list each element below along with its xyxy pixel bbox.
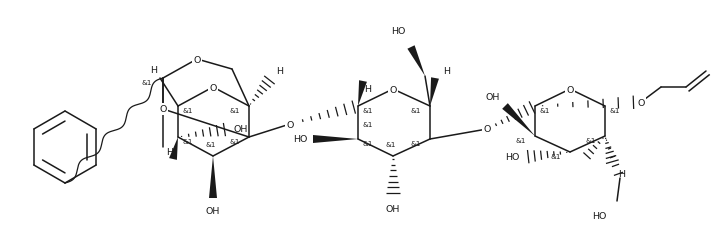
Text: &1: &1 — [411, 140, 421, 146]
Text: O: O — [483, 125, 491, 134]
Text: OH: OH — [233, 125, 247, 134]
Text: &1: &1 — [363, 140, 373, 146]
Text: &1: &1 — [363, 108, 373, 114]
Polygon shape — [430, 78, 439, 106]
Text: H: H — [364, 84, 371, 93]
Text: &1: &1 — [230, 138, 240, 144]
Text: &1: &1 — [183, 138, 193, 144]
Text: HO: HO — [593, 211, 607, 220]
Text: OH: OH — [486, 93, 500, 101]
Text: &1: &1 — [386, 141, 396, 147]
Text: &1: &1 — [551, 153, 561, 159]
Text: O: O — [637, 98, 645, 107]
Text: O: O — [566, 85, 574, 94]
Text: H: H — [150, 66, 157, 75]
Polygon shape — [407, 46, 425, 77]
Polygon shape — [358, 81, 367, 106]
Text: HO: HO — [391, 27, 406, 36]
Text: &1: &1 — [411, 108, 421, 114]
Text: H: H — [167, 147, 173, 156]
Text: &1: &1 — [206, 141, 216, 147]
Text: O: O — [193, 55, 200, 64]
Polygon shape — [502, 104, 535, 136]
Text: OH: OH — [206, 206, 220, 215]
Text: &1: &1 — [363, 121, 373, 128]
Text: &1: &1 — [183, 108, 193, 114]
Text: O: O — [287, 120, 294, 129]
Text: &1: &1 — [540, 108, 550, 114]
Text: H: H — [618, 169, 625, 178]
Text: &1: &1 — [515, 137, 526, 143]
Text: HO: HO — [294, 135, 308, 144]
Polygon shape — [209, 156, 217, 198]
Text: &1: &1 — [610, 108, 620, 114]
Polygon shape — [313, 135, 358, 143]
Text: &1: &1 — [142, 80, 152, 86]
Polygon shape — [169, 137, 178, 160]
Text: O: O — [389, 85, 396, 94]
Text: OH: OH — [386, 204, 400, 213]
Text: O: O — [210, 83, 217, 92]
Text: &1: &1 — [586, 137, 596, 143]
Text: O: O — [159, 105, 167, 114]
Text: HO: HO — [506, 153, 520, 162]
Text: &1: &1 — [230, 108, 240, 114]
Text: H: H — [443, 67, 450, 76]
Text: H: H — [276, 67, 283, 76]
